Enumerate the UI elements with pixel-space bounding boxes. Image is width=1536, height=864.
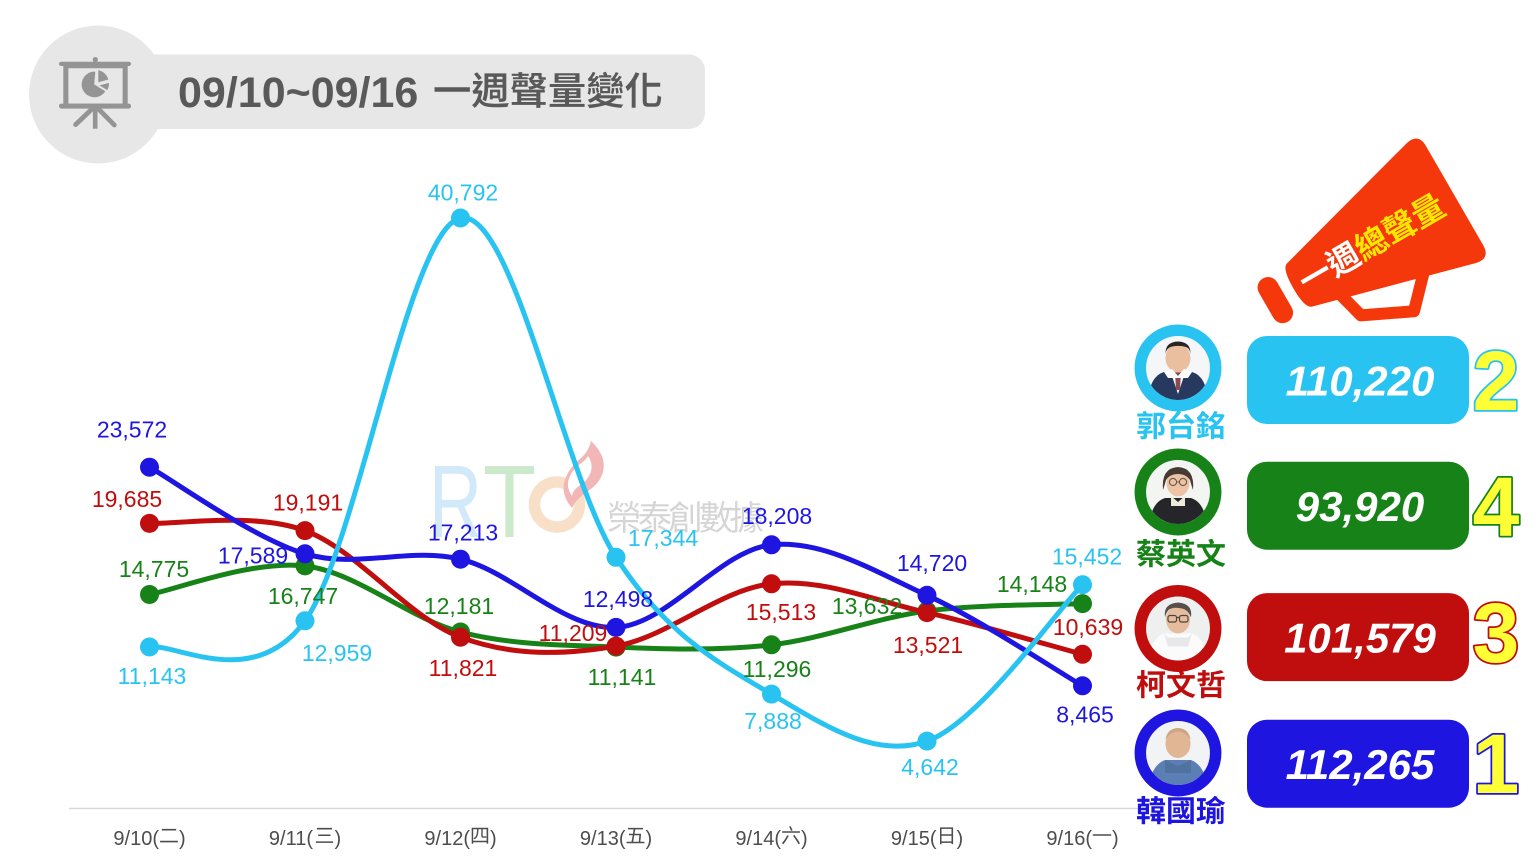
svg-text:13,632: 13,632 (832, 593, 902, 619)
svg-text:09/10~09/16: 09/10~09/16 (178, 69, 418, 117)
svg-text:4,642: 4,642 (901, 754, 959, 780)
svg-text:9/10(: 9/10( (113, 828, 159, 850)
svg-text:7,888: 7,888 (744, 708, 802, 734)
svg-text:8,465: 8,465 (1056, 702, 1114, 728)
svg-text:14,148: 14,148 (997, 571, 1067, 597)
svg-text:16,747: 16,747 (268, 583, 338, 609)
svg-text:19,685: 19,685 (92, 486, 162, 512)
svg-text:9/13(: 9/13( (580, 828, 626, 850)
svg-text:): ) (490, 828, 497, 850)
svg-text:13,521: 13,521 (893, 632, 963, 658)
svg-text:9/11(: 9/11( (269, 828, 313, 850)
svg-text:3: 3 (1473, 586, 1520, 680)
svg-text:14,720: 14,720 (897, 550, 967, 576)
svg-text:9/15(: 9/15( (891, 828, 937, 850)
svg-text:): ) (1112, 828, 1119, 850)
svg-text:): ) (957, 828, 964, 850)
svg-text:23,572: 23,572 (97, 417, 167, 443)
svg-text:93,920: 93,920 (1296, 483, 1424, 530)
svg-text:1: 1 (1473, 717, 1520, 811)
svg-text:14,775: 14,775 (119, 556, 189, 582)
svg-text:110,220: 110,220 (1286, 358, 1435, 405)
svg-text:2: 2 (1473, 334, 1520, 428)
svg-text:9/14(: 9/14( (735, 828, 781, 850)
svg-text:12,498: 12,498 (583, 586, 653, 612)
svg-text:15,513: 15,513 (746, 599, 816, 625)
svg-text:9/16(: 9/16( (1046, 828, 1092, 850)
svg-text:11,296: 11,296 (743, 656, 812, 682)
svg-text:19,191: 19,191 (273, 490, 343, 516)
svg-text:11,141: 11,141 (588, 664, 657, 690)
svg-text:17,213: 17,213 (428, 519, 498, 545)
svg-text:9/12(: 9/12( (424, 828, 470, 850)
svg-text:40,792: 40,792 (428, 180, 498, 206)
svg-text:): ) (335, 828, 342, 850)
svg-text:11,821: 11,821 (429, 655, 498, 681)
svg-text:10,639: 10,639 (1053, 614, 1123, 640)
svg-text:112,265: 112,265 (1286, 741, 1435, 788)
svg-text:): ) (646, 828, 653, 850)
svg-text:15,452: 15,452 (1052, 544, 1122, 570)
svg-text:17,589: 17,589 (218, 543, 288, 569)
svg-text:): ) (801, 828, 808, 850)
svg-text:11,143: 11,143 (118, 663, 187, 689)
svg-text:17,344: 17,344 (628, 525, 699, 551)
svg-text:R: R (429, 444, 482, 559)
svg-text:101,579: 101,579 (1284, 615, 1436, 662)
svg-text:11,209: 11,209 (539, 620, 608, 646)
svg-text:): ) (179, 828, 186, 850)
svg-text:T: T (483, 444, 536, 559)
svg-text:18,208: 18,208 (742, 503, 812, 529)
svg-text:4: 4 (1473, 460, 1520, 554)
svg-text:12,959: 12,959 (302, 640, 372, 666)
svg-text:12,181: 12,181 (424, 593, 494, 619)
